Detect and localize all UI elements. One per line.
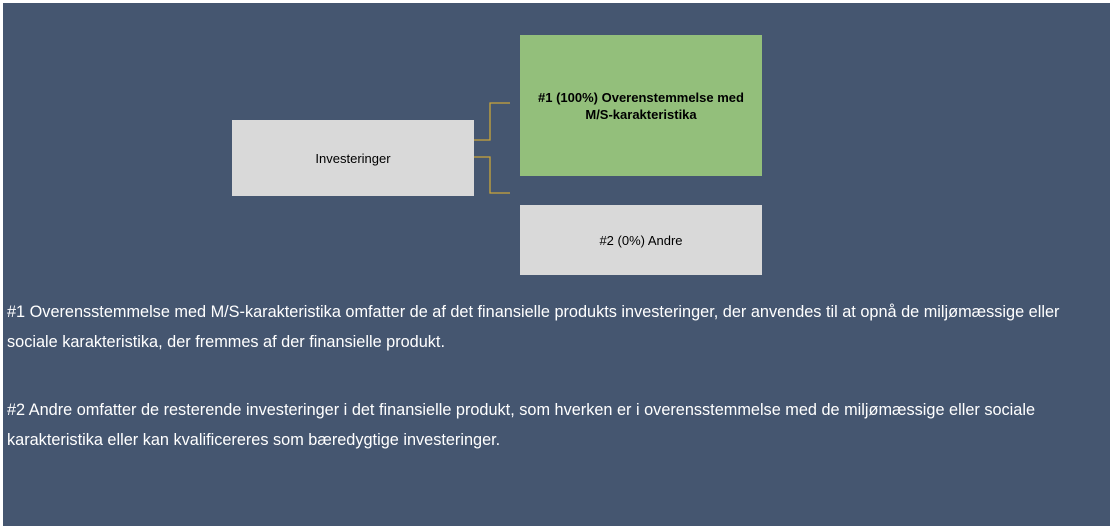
connectors (474, 102, 510, 194)
connector (474, 156, 510, 194)
panel: Investeringer #1 (100%) Overenstemmelse … (3, 3, 1110, 526)
paragraph: #1 Overensstemmelse med M/S-karakteristi… (7, 303, 1060, 351)
node: #1 (100%) Overenstemmelse med M/S-karakt… (520, 35, 762, 176)
node: Investeringer (232, 120, 474, 196)
node: #2 (0%) Andre (520, 205, 762, 275)
connector (474, 102, 510, 141)
paragraph: #2 Andre omfatter de resterende invester… (7, 401, 1036, 449)
